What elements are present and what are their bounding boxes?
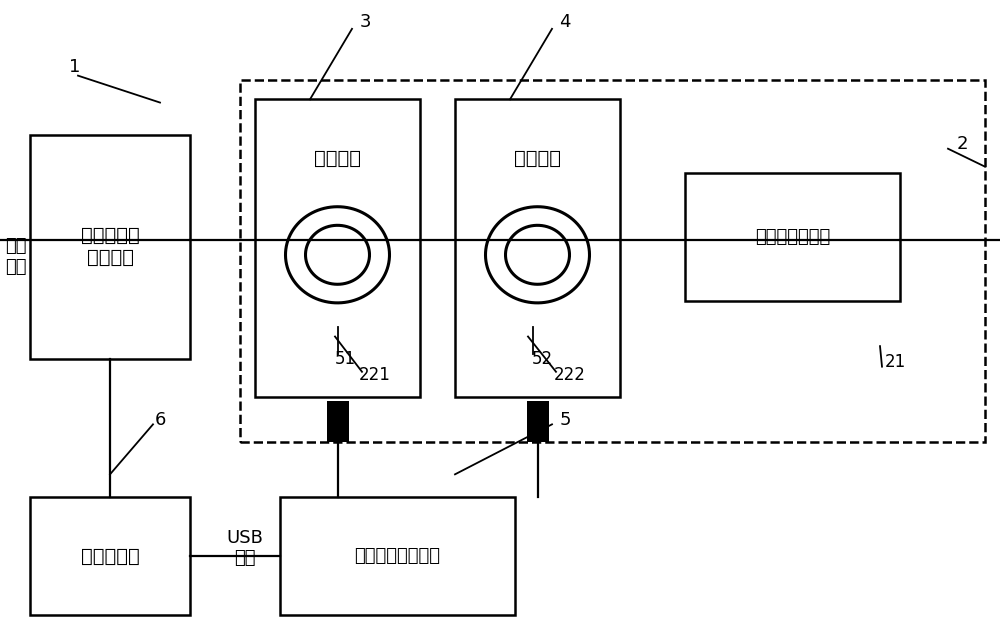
- Text: 5: 5: [559, 411, 571, 429]
- Text: 21: 21: [884, 353, 906, 371]
- Text: 51: 51: [334, 350, 356, 368]
- Text: 电缆测温光纤段: 电缆测温光纤段: [755, 228, 830, 246]
- Text: 高温水浴: 高温水浴: [514, 149, 561, 168]
- Bar: [326, 401, 349, 442]
- Text: 光纤
通信: 光纤 通信: [5, 237, 27, 276]
- Text: USB
通信: USB 通信: [227, 529, 263, 567]
- Bar: [526, 401, 548, 442]
- Text: 52: 52: [531, 350, 553, 368]
- Text: 分布式光纤
测温主机: 分布式光纤 测温主机: [81, 226, 139, 267]
- Text: 常温水浴: 常温水浴: [314, 149, 361, 168]
- Bar: [685, 173, 900, 301]
- Text: 4: 4: [559, 13, 571, 31]
- Bar: [280, 497, 515, 615]
- Bar: [240, 80, 985, 442]
- Bar: [255, 99, 420, 397]
- Text: 6: 6: [154, 411, 166, 429]
- Text: 笔记本电脑: 笔记本电脑: [81, 547, 139, 565]
- Bar: [455, 99, 620, 397]
- Bar: [30, 135, 190, 359]
- Text: 221: 221: [359, 366, 391, 384]
- Text: 高精度温度监测仪: 高精度温度监测仪: [354, 547, 440, 565]
- Text: 3: 3: [359, 13, 371, 31]
- Text: 1: 1: [69, 58, 81, 76]
- Bar: [30, 497, 190, 615]
- Text: 222: 222: [554, 366, 586, 384]
- Text: 2: 2: [956, 135, 968, 153]
